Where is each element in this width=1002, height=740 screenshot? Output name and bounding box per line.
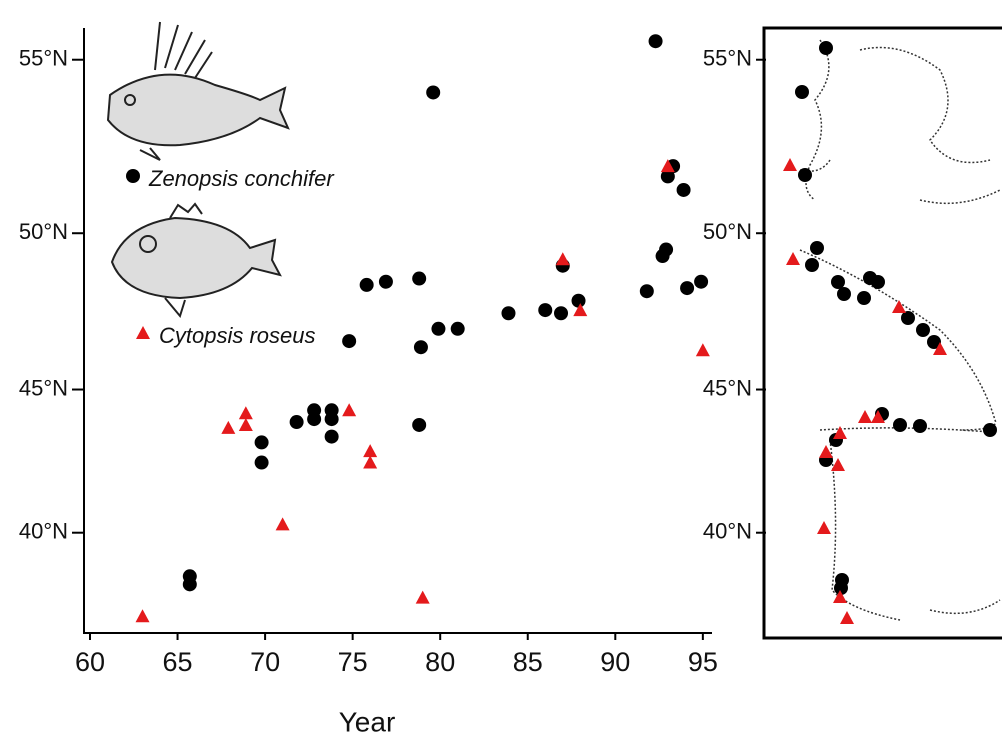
triangle-marker <box>136 609 150 622</box>
circle-marker <box>290 415 304 429</box>
map-y-tick-label: 45°N <box>703 375 752 400</box>
triangle-marker <box>342 403 356 416</box>
legend-marker <box>126 169 140 183</box>
triangle-marker <box>221 421 235 434</box>
triangle-marker <box>696 343 710 356</box>
triangle-marker <box>556 252 570 265</box>
map-y-tick-label: 50°N <box>703 219 752 244</box>
y-tick-label: 45°N <box>19 375 68 400</box>
triangle-marker <box>363 444 377 457</box>
circle-marker <box>649 34 663 48</box>
triangle-marker <box>239 418 253 431</box>
legend-marker <box>136 326 150 339</box>
circle-marker <box>342 334 356 348</box>
circle-marker <box>694 275 708 289</box>
fish-illustration <box>112 204 280 316</box>
circle-marker <box>255 435 269 449</box>
y-tick-label: 50°N <box>19 219 68 244</box>
circle-marker <box>412 418 426 432</box>
circle-marker <box>325 430 339 444</box>
circle-marker <box>325 412 339 426</box>
circle-marker <box>360 278 374 292</box>
y-tick-label: 40°N <box>19 519 68 544</box>
map-panel <box>764 28 1002 638</box>
x-tick-label: 80 <box>425 647 455 677</box>
circle-marker <box>677 183 691 197</box>
x-tick-label: 70 <box>250 647 280 677</box>
circle-marker <box>431 322 445 336</box>
x-tick-label: 65 <box>163 647 193 677</box>
legend-label: Zenopsis conchifer <box>148 166 335 191</box>
circle-marker <box>538 303 552 317</box>
circle-marker <box>451 322 465 336</box>
circle-marker <box>379 275 393 289</box>
page: Year 60 65 70 75 80 85 90 95 40°N 40°N 45°N 45°N 50°… <box>0 0 1002 740</box>
circle-marker <box>414 340 428 354</box>
x-axis-label: Year <box>339 706 396 737</box>
triangle-marker <box>239 406 253 419</box>
fish-illustration <box>108 22 288 160</box>
triangle-marker <box>276 517 290 530</box>
circle-marker <box>554 306 568 320</box>
circle-marker <box>572 294 586 308</box>
x-tick-label: 95 <box>688 647 718 677</box>
circle-marker <box>640 284 654 298</box>
x-tick-label: 60 <box>75 647 105 677</box>
x-tick-label: 75 <box>338 647 368 677</box>
map-y-tick-label: 55°N <box>703 46 752 71</box>
circle-marker <box>183 577 197 591</box>
circle-marker <box>426 85 440 99</box>
x-tick-label: 90 <box>600 647 630 677</box>
circle-marker <box>412 272 426 286</box>
circle-marker <box>307 412 321 426</box>
circle-marker <box>255 456 269 470</box>
circle-marker <box>656 249 670 263</box>
circle-marker <box>501 306 515 320</box>
triangle-marker <box>363 456 377 469</box>
y-tick-label: 55°N <box>19 46 68 71</box>
legend-label: Cytopsis roseus <box>159 323 316 348</box>
x-tick-label: 85 <box>513 647 543 677</box>
triangle-marker <box>416 591 430 604</box>
chart: Year 60 65 70 75 80 85 90 95 40°N 40°N 45°N 45°N 50°… <box>0 0 1002 740</box>
map-y-tick-label: 40°N <box>703 519 752 544</box>
circle-marker <box>680 281 694 295</box>
